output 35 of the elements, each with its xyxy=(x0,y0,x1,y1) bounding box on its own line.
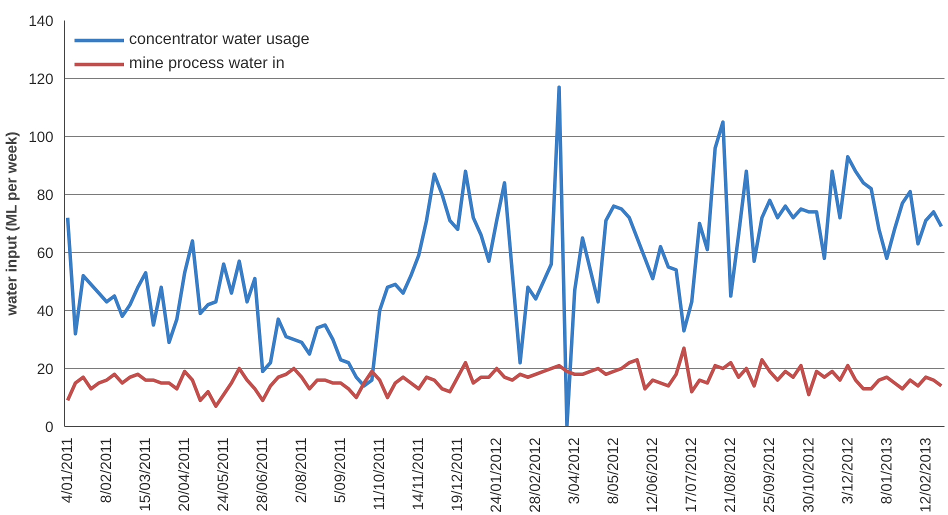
x-tick-label: 3/04/2012 xyxy=(566,437,584,504)
x-tick-label: 19/12/2011 xyxy=(449,437,466,512)
x-tick-label: 28/06/2011 xyxy=(254,437,272,512)
x-tick-label: 14/11/2011 xyxy=(410,437,428,510)
y-tick-label: 0 xyxy=(45,419,54,436)
y-tick-label: 80 xyxy=(36,187,54,204)
x-tick-label: 25/09/2012 xyxy=(761,437,778,513)
x-tick-label: 12/02/2013 xyxy=(917,437,934,513)
line-series xyxy=(66,346,944,408)
y-tick-label: 100 xyxy=(28,129,54,146)
x-tick-label: 12/06/2012 xyxy=(644,437,662,513)
x-tick-label: 3/12/2012 xyxy=(839,437,856,504)
y-axis-title: water input (ML per week) xyxy=(3,132,20,317)
x-tick-label: 21/08/2012 xyxy=(722,437,740,513)
x-tick-label: 5/09/2011 xyxy=(332,437,350,504)
legend-label: mine process water in xyxy=(129,55,285,73)
y-tick-label: 120 xyxy=(28,71,54,88)
y-tick-label: 20 xyxy=(36,361,54,378)
x-tick-label: 8/02/2011 xyxy=(98,437,116,504)
legend-label: concentrator water usage xyxy=(129,31,310,49)
x-tick-label: 24/01/2012 xyxy=(488,437,506,513)
x-tick-label: 8/01/2013 xyxy=(878,437,896,504)
x-tick-label: 11/10/2011 xyxy=(371,437,388,510)
x-tick-label: 30/10/2012 xyxy=(800,437,818,513)
x-tick-label: 2/08/2011 xyxy=(293,437,310,504)
x-tick-label: 15/03/2011 xyxy=(137,437,154,512)
x-tick-label: 8/05/2012 xyxy=(605,437,622,504)
x-tick-label: 28/02/2012 xyxy=(527,437,544,513)
y-tick-label: 40 xyxy=(36,303,54,320)
x-tick-label: 24/05/2011 xyxy=(215,437,232,512)
x-tick-label: 17/07/2012 xyxy=(683,437,700,513)
x-tick-label: 20/04/2011 xyxy=(176,437,194,512)
y-tick-label: 140 xyxy=(28,13,54,30)
y-tick-label: 60 xyxy=(36,245,54,262)
x-tick-label: 4/01/2011 xyxy=(59,437,76,504)
